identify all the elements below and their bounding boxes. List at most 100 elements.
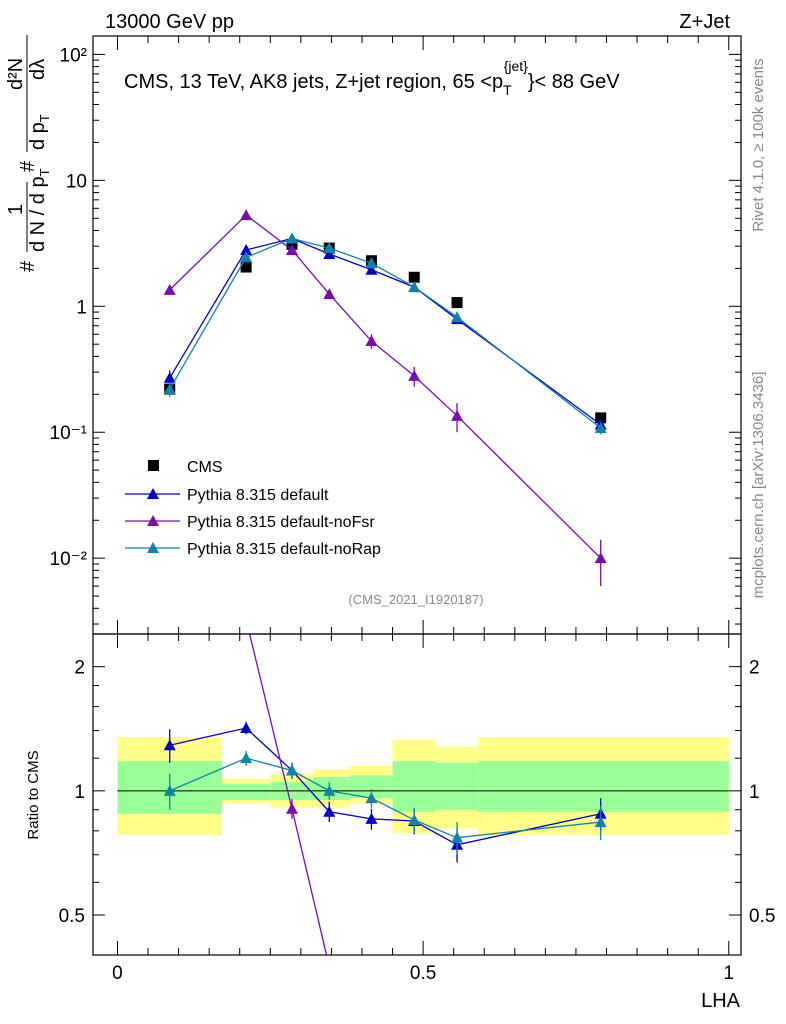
uncertainty-band-green xyxy=(392,761,436,812)
noRap-ratio-point xyxy=(451,831,464,843)
noFsr-point xyxy=(451,409,464,421)
noRap-ratio-point xyxy=(365,792,378,804)
noFsr-ratio-point xyxy=(240,614,252,625)
ratio-frame xyxy=(92,633,742,956)
main-ytick-label: 1 xyxy=(76,297,87,318)
default-point xyxy=(163,371,176,383)
default-point xyxy=(240,243,253,255)
watermark: (CMS_2021_I1920187) xyxy=(348,592,483,607)
header-right-label: Z+Jet xyxy=(679,11,730,33)
ratio-ytick-label-right: 1 xyxy=(749,782,760,803)
ratio-bands xyxy=(117,737,729,836)
default-ratio-line xyxy=(169,727,601,846)
ratio-ytick-label-left: 2 xyxy=(74,658,85,679)
ylabel-den: d N / d pT xyxy=(27,168,52,252)
cms-point xyxy=(408,271,420,283)
header-left-label: 13000 GeV pp xyxy=(105,11,234,33)
ratio-ytick-label-left: 1 xyxy=(74,782,85,803)
cms-point xyxy=(451,297,463,309)
ratio-xtick-label: 0 xyxy=(112,963,123,984)
rivet-label: Rivet 4.1.0, ≥ 100k events xyxy=(750,58,767,231)
noRap-point xyxy=(323,242,336,254)
noRap-ratio-point xyxy=(323,784,336,796)
uncertainty-band-green xyxy=(478,761,729,812)
noRap-point xyxy=(163,383,176,395)
uncertainty-band-green xyxy=(435,762,479,810)
ratio-axes: 0.5 0.5 1 1 2 2 0 0.5 1 xyxy=(59,634,775,984)
noRap-ratio-line xyxy=(169,757,601,839)
ratio-xtick-label: 1 xyxy=(723,963,734,984)
noFsr-point xyxy=(365,335,378,347)
default-ratio-point xyxy=(365,812,378,824)
legend-cms-marker xyxy=(148,460,159,471)
noRap-ratio-point xyxy=(594,816,607,828)
main-ylabel: # 1 d N / d pT # d²N d pT dλ xyxy=(5,35,52,272)
default-point xyxy=(323,248,336,260)
main-ytick-label: 10⁻¹ xyxy=(50,423,88,444)
uncertainty-band-green xyxy=(221,783,271,801)
noRap-line xyxy=(169,237,602,429)
default-point xyxy=(365,263,378,275)
noFsr-ratio-point xyxy=(285,802,298,814)
legend-default-marker xyxy=(147,488,159,499)
ratio-ytick-label-right: 0.5 xyxy=(749,906,775,927)
noFsr-point xyxy=(594,552,607,564)
ratio-panel: 0.5 0.5 1 1 2 2 0 0.5 1 Ratio to CMS LHA xyxy=(25,461,775,1012)
cms-point xyxy=(240,261,252,273)
legend-default-label: Pythia 8.315 default xyxy=(187,487,329,504)
ratio-xtick-label: 0.5 xyxy=(410,963,436,984)
noFsr-point xyxy=(163,283,176,295)
noRap-point xyxy=(594,422,607,434)
noRap-point xyxy=(451,311,464,323)
ratio-ytick-label-right: 2 xyxy=(749,658,760,679)
default-ratio-point xyxy=(163,739,176,751)
uncertainty-band-green xyxy=(313,777,350,801)
noFsr-line xyxy=(169,214,602,559)
noRap-ratio-point xyxy=(163,784,176,796)
noFsr-ratio-point xyxy=(323,961,335,972)
legend-cms-label: CMS xyxy=(187,459,223,476)
ylabel-d2n: d²N xyxy=(5,58,27,90)
noFsr-point xyxy=(323,288,336,300)
noRap-ratio-point xyxy=(285,764,298,776)
legend-norap-marker xyxy=(147,542,159,553)
noRap-ratio-point xyxy=(408,813,421,825)
main-axes: 10⁻² 10⁻¹ 1 10 10² xyxy=(50,36,741,634)
noFsr-ratio-point xyxy=(164,461,176,472)
ratio-marks xyxy=(163,461,607,972)
ratio-ylabel: Ratio to CMS xyxy=(25,750,42,839)
uncertainty-band-green xyxy=(349,775,393,799)
ylabel-hash-1: # xyxy=(17,260,39,272)
ratio-xlabel: LHA xyxy=(701,990,741,1012)
legend: CMS Pythia 8.315 default Pythia 8.315 de… xyxy=(125,459,381,558)
main-ytick-label: 10² xyxy=(60,45,87,66)
noFsr-point xyxy=(240,209,253,221)
noRap-point xyxy=(408,281,421,293)
main-panel: 10⁻² 10⁻¹ 1 10 10² CMS, 13 TeV, AK8 jets, Z+… xyxy=(5,35,742,635)
default-ratio-point xyxy=(240,722,253,734)
mcplots-label: mcplots.cern.ch [arXiv:1306.3436] xyxy=(750,372,767,599)
main-ytick-label: 10 xyxy=(66,171,87,192)
default-ratio-point xyxy=(323,805,336,817)
noRap-point xyxy=(365,257,378,269)
noRap-ratio-point xyxy=(240,752,253,764)
legend-nofsr-marker xyxy=(147,515,159,526)
noFsr-point xyxy=(408,369,421,381)
noRap-point xyxy=(240,251,253,263)
default-line xyxy=(169,237,602,426)
cms-point xyxy=(595,412,607,424)
legend-norap-label: Pythia 8.315 default-noRap xyxy=(187,541,381,558)
main-ytick-label: 10⁻² xyxy=(50,549,88,570)
ylabel-dpt: d pT xyxy=(27,114,52,150)
noFsr-ratio-line xyxy=(248,634,328,955)
noFsr-point xyxy=(285,243,298,255)
ylabel-num: 1 xyxy=(5,204,27,215)
ylabel-dlam: dλ xyxy=(27,59,49,80)
ylabel-hash-2: # xyxy=(17,160,39,172)
main-title: CMS, 13 TeV, AK8 jets, Z+jet region, 65 … xyxy=(124,58,620,98)
ratio-ytick-label-left: 0.5 xyxy=(59,906,85,927)
main-marks xyxy=(163,209,607,587)
legend-nofsr-label: Pythia 8.315 default-noFsr xyxy=(187,514,375,531)
noRap-point xyxy=(285,232,298,244)
